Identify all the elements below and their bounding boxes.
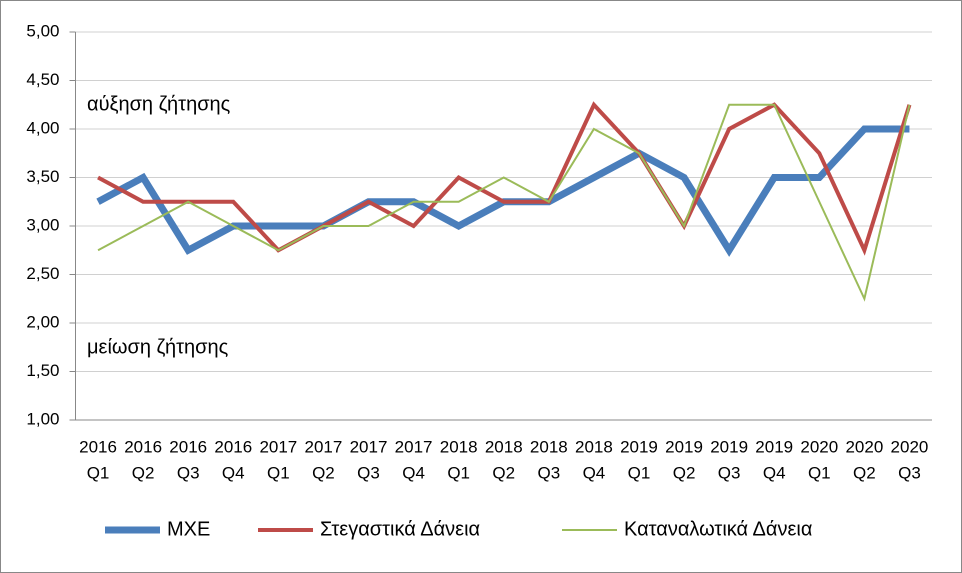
y-tick-label: 1,50	[26, 361, 59, 380]
annotation: μείωση ζήτησης	[87, 336, 229, 358]
x-tick-label: 2018	[485, 437, 523, 456]
y-tick-label: 5,00	[26, 21, 59, 40]
y-tick-label: 4,00	[26, 118, 59, 137]
x-tick-label: 2016	[124, 437, 162, 456]
x-tick-label: Q2	[853, 463, 876, 482]
x-tick-label: 2020	[800, 437, 838, 456]
legend-label: Καταναλωτικά Δάνεια	[624, 518, 812, 540]
x-tick-label: 2018	[440, 437, 478, 456]
x-tick-label: Q1	[267, 463, 290, 482]
x-tick-label: 2019	[665, 437, 703, 456]
x-tick-label: 2017	[350, 437, 388, 456]
x-tick-label: Q1	[87, 463, 110, 482]
x-tick-label: 2019	[755, 437, 793, 456]
x-tick-label: 2017	[395, 437, 433, 456]
legend-label: Στεγαστικά Δάνεια	[320, 518, 480, 540]
y-tick-label: 2,50	[26, 264, 59, 283]
x-tick-label: Q3	[537, 463, 560, 482]
x-tick-label: Q3	[718, 463, 741, 482]
x-tick-label: 2018	[575, 437, 613, 456]
annotation: αύξηση ζήτησης	[87, 93, 231, 115]
x-tick-label: 2019	[620, 437, 658, 456]
x-tick-label: Q4	[763, 463, 786, 482]
x-tick-label: Q2	[492, 463, 515, 482]
series-line	[97, 103, 911, 302]
x-tick-label: Q3	[898, 463, 921, 482]
x-tick-label: 2018	[530, 437, 568, 456]
x-tick-label: Q1	[628, 463, 651, 482]
x-tick-label: Q3	[357, 463, 380, 482]
y-tick-label: 4,50	[26, 70, 59, 89]
y-tick-label: 2,00	[26, 312, 59, 331]
x-tick-label: 2016	[169, 437, 207, 456]
x-tick-label: Q4	[583, 463, 606, 482]
x-tick-label: Q4	[222, 463, 245, 482]
y-tick-label: 1,00	[26, 409, 59, 428]
x-tick-label: Q3	[177, 463, 200, 482]
x-tick-label: Q2	[312, 463, 335, 482]
x-tick-label: Q2	[132, 463, 155, 482]
x-tick-label: 2016	[79, 437, 117, 456]
x-tick-label: Q2	[673, 463, 696, 482]
x-tick-label: 2016	[214, 437, 252, 456]
x-tick-label: 2020	[891, 437, 929, 456]
x-tick-label: Q4	[402, 463, 425, 482]
x-tick-label: 2017	[259, 437, 297, 456]
y-tick-label: 3,00	[26, 215, 59, 234]
x-tick-label: Q1	[447, 463, 470, 482]
legend-label: ΜΧΕ	[167, 518, 210, 540]
x-tick-label: 2019	[710, 437, 748, 456]
y-tick-label: 3,50	[26, 167, 59, 186]
x-tick-label: 2020	[845, 437, 883, 456]
x-tick-label: Q1	[808, 463, 831, 482]
x-tick-label: 2017	[305, 437, 343, 456]
